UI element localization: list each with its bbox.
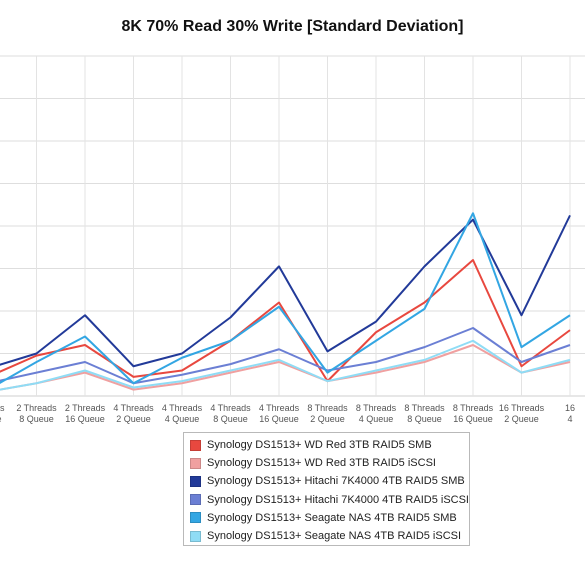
x-tick-label: 4 Threads <box>162 403 203 413</box>
x-tick-label: 16 Queue <box>259 414 299 424</box>
gridlines <box>0 55 585 397</box>
series-line-2 <box>0 214 571 368</box>
series-line-5 <box>0 339 571 391</box>
x-tick-label: 8 Threads <box>453 403 494 413</box>
x-tick-label: 2 Threads <box>65 403 106 413</box>
legend-item: Synology DS1513+ Seagate NAS 4TB RAID5 S… <box>190 509 469 527</box>
x-tick-label: 16 <box>565 403 575 413</box>
x-tick-label: 8 Queue <box>19 414 54 424</box>
legend-label: Synology DS1513+ Seagate NAS 4TB RAID5 i… <box>207 530 462 543</box>
legend-label: Synology DS1513+ WD Red 3TB RAID5 iSCSI <box>207 457 436 470</box>
x-tick-label: 8 Threads <box>307 403 348 413</box>
x-tick-label: 2 Threads <box>16 403 57 413</box>
legend-label: Synology DS1513+ Hitachi 7K4000 4TB RAID… <box>207 475 465 488</box>
x-tick-label: 16 Queue <box>65 414 105 424</box>
legend-item: Synology DS1513+ Hitachi 7K4000 4TB RAID… <box>190 491 469 509</box>
x-tick-label: 16 Threads <box>499 403 545 413</box>
x-tick-label: 8 Queue <box>213 414 248 424</box>
legend-label: Synology DS1513+ Hitachi 7K4000 4TB RAID… <box>206 493 469 506</box>
legend: Synology DS1513+ WD Red 3TB RAID5 SMB Syn… <box>183 432 470 546</box>
legend-swatch <box>190 439 201 451</box>
legend-swatch <box>190 512 201 524</box>
chart-title: 8K 70% Read 30% Write [Standard Deviatio… <box>121 18 464 35</box>
series-line-4 <box>0 212 571 385</box>
legend-item: Synology DS1513+ Seagate NAS 4TB RAID5 i… <box>190 527 469 545</box>
x-tick-label: 2 Queue <box>310 414 345 424</box>
x-tick-label: 4 Queue <box>359 414 394 424</box>
legend-label: Synology DS1513+ WD Red 3TB RAID5 SMB <box>207 439 432 452</box>
x-tick-label: 4 Threads <box>210 403 251 413</box>
series-line-3 <box>0 327 571 385</box>
legend-item: Synology DS1513+ WD Red 3TB RAID5 SMB <box>190 436 469 454</box>
series-line-0 <box>0 259 571 383</box>
legend-item: Synology DS1513+ WD Red 3TB RAID5 iSCSI <box>190 454 469 472</box>
legend-swatch <box>190 475 201 487</box>
x-tick-label: 16 Queue <box>453 414 493 424</box>
x-tick-label: Threads <box>0 403 5 413</box>
legend-label: Synology DS1513+ Seagate NAS 4TB RAID5 S… <box>207 511 457 524</box>
series-lines <box>0 212 571 391</box>
x-tick-label: 4 <box>567 414 572 424</box>
legend-swatch <box>190 457 201 469</box>
x-tick-label: 4 Threads <box>113 403 154 413</box>
x-tick-label: 8 Threads <box>404 403 445 413</box>
x-tick-label: 2 Queue <box>504 414 539 424</box>
legend-item: Synology DS1513+ Hitachi 7K4000 4TB RAID… <box>190 472 469 490</box>
x-tick-label: 4 Threads <box>259 403 300 413</box>
x-tick-label: 8 Threads <box>356 403 397 413</box>
series-line-1 <box>0 344 571 391</box>
legend-swatch <box>190 494 201 506</box>
x-tick-label: 4 Queue <box>165 414 200 424</box>
x-tick-label: 2 Queue <box>116 414 151 424</box>
x-tick-label: 8 Queue <box>407 414 442 424</box>
x-tick-label: Queue <box>0 414 2 424</box>
legend-swatch <box>190 530 201 542</box>
